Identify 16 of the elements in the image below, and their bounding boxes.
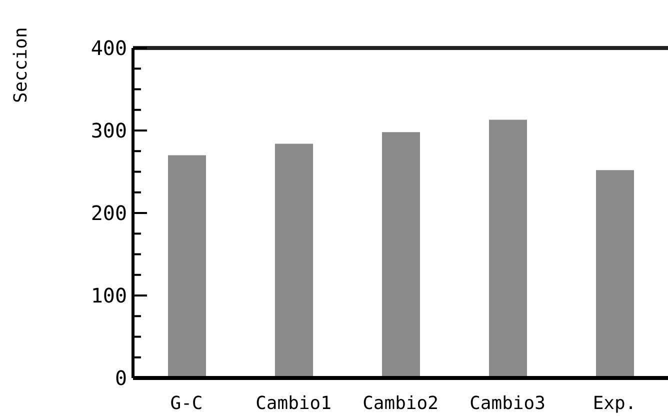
x-tick-label: Cambio1 xyxy=(256,392,332,414)
y-tick-label: 0 xyxy=(114,366,127,390)
y-tick-label: 100 xyxy=(90,284,127,308)
bar xyxy=(168,155,206,378)
x-tick-label: G-C xyxy=(170,392,203,414)
y-tick-label: 400 xyxy=(90,36,127,60)
bar xyxy=(382,132,420,378)
bar xyxy=(596,170,634,378)
y-axis-title: Seccion xyxy=(10,27,32,103)
bar xyxy=(489,120,527,378)
bar xyxy=(275,144,313,378)
x-tick-label: Cambio3 xyxy=(470,392,546,414)
x-tick-label: Cambio2 xyxy=(362,392,438,414)
y-tick-label: 300 xyxy=(90,118,127,142)
y-tick-label: 200 xyxy=(90,201,127,225)
x-tick-label: Exp. xyxy=(592,392,636,414)
